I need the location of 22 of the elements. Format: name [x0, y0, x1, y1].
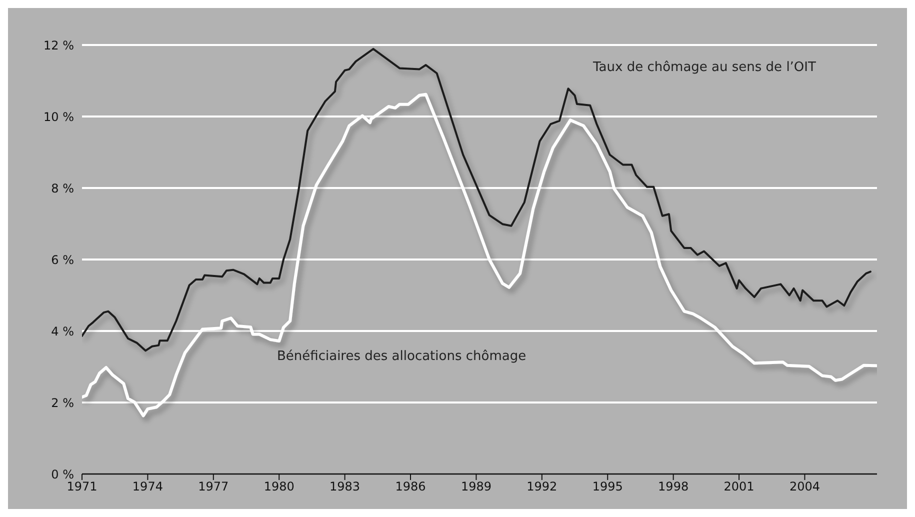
- y-tick-label: 4 %: [51, 324, 74, 338]
- y-tick-label: 10 %: [44, 110, 74, 124]
- x-tick-label: 1971: [66, 480, 98, 494]
- y-tick-label: 8 %: [51, 181, 74, 196]
- x-tick-label: 1974: [132, 480, 163, 494]
- y-tick-label: 2 %: [51, 396, 74, 410]
- y-tick-label: 6 %: [51, 252, 74, 267]
- x-tick-label: 2001: [724, 480, 754, 494]
- annotation: Bénéficiaires des allocations chômage: [277, 349, 526, 364]
- y-tick-label: 0 %: [51, 467, 74, 482]
- x-tick-label: 1980: [264, 480, 294, 494]
- x-tick-label: 1977: [198, 480, 229, 494]
- annotation: Taux de chômage au sens de l’OIT: [593, 60, 816, 75]
- y-tick-label: 12 %: [44, 38, 74, 52]
- x-tick-label: 2004: [789, 480, 820, 494]
- x-tick-label: 1998: [658, 480, 689, 494]
- x-tick-label: 1992: [526, 480, 558, 494]
- x-tick-label: 1995: [592, 480, 623, 494]
- x-tick-label: 1989: [460, 480, 492, 494]
- line-series: [82, 92, 877, 418]
- x-tick-label: 1983: [330, 480, 360, 494]
- x-tick-label: 1986: [395, 480, 426, 494]
